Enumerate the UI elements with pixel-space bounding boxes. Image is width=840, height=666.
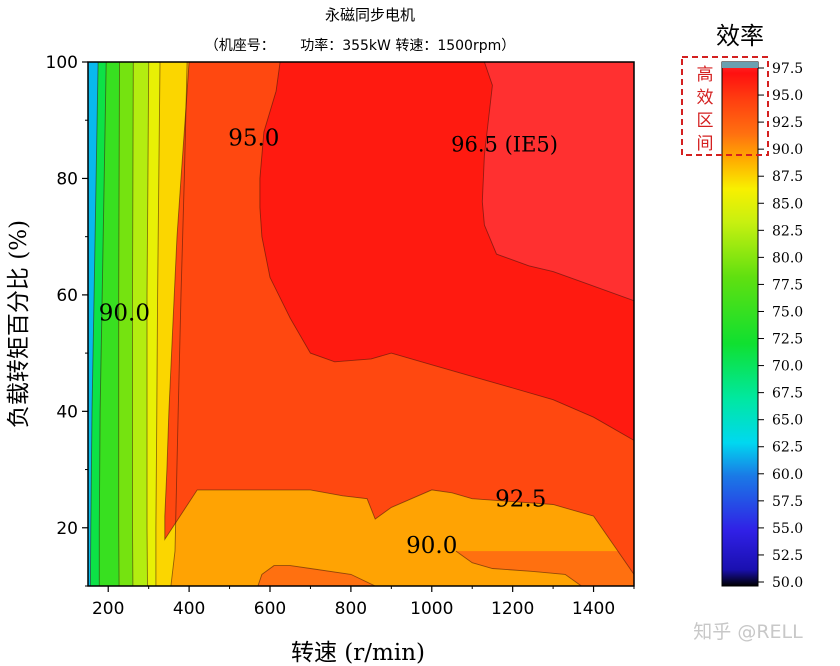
y-tick-label: 100 (46, 53, 78, 73)
contour-line (118, 62, 120, 586)
y-axis-label: 负载转矩百分比 (%) (6, 220, 32, 428)
x-tick-label: 200 (92, 599, 124, 619)
contour-label: 90.0 (99, 300, 150, 326)
contour-line (455, 550, 582, 586)
y-tick-label: 80 (56, 169, 78, 189)
x-tick-label: 1200 (491, 599, 534, 619)
contour-label: 96.5 (IE5) (451, 133, 558, 157)
colorbar-tick-label: 67.5 (772, 386, 803, 402)
colorbar-tick-label: 75.0 (772, 304, 803, 320)
y-tick-label: 20 (56, 519, 78, 539)
contour-line (132, 62, 134, 586)
colorbar-tick-label: 80.0 (772, 250, 803, 266)
colorbar-tick-label: 92.5 (772, 115, 803, 131)
contour-label: 95.0 (228, 126, 279, 152)
contour-line-layer (89, 62, 634, 586)
high-efficiency-char: 高 (697, 65, 714, 85)
y-tick-label: 40 (56, 402, 78, 422)
colorbar-tick-label: 50.0 (772, 575, 803, 591)
colorbar-top-band (722, 62, 758, 68)
contour-line (146, 62, 150, 586)
efficiency-band (257, 565, 376, 586)
colorbar-tick-label: 85.0 (772, 196, 803, 212)
x-tick-label: 1000 (410, 599, 453, 619)
colorbar-tick-label: 72.5 (772, 332, 803, 348)
chart-subtitle: （机座号： 功率：355kW 转速：1500rpm） (205, 37, 515, 54)
y-axis: 20 40 60 80 100 (46, 53, 88, 587)
contour-label: 90.0 (406, 533, 457, 559)
contour-line (257, 565, 376, 586)
contour-line (155, 62, 161, 586)
x-axis: 200 400 600 800 1000 1200 1400 (92, 586, 635, 619)
colorbar-tick-label: 70.0 (772, 359, 803, 375)
watermark: 知乎 @RELL (693, 621, 803, 643)
high-efficiency-char: 区 (697, 111, 714, 131)
contour-line (89, 62, 99, 586)
x-tick-label: 1400 (572, 599, 615, 619)
x-tick-label: 800 (335, 599, 367, 619)
contour-line (170, 62, 188, 586)
contour-line (259, 62, 634, 441)
high-efficiency-box (681, 56, 769, 156)
colorbar-gradient (721, 61, 759, 587)
colorbar-tick-label: 82.5 (772, 223, 803, 239)
colorbar-tick-label: 57.5 (772, 494, 803, 510)
colorbar-tick-label: 60.0 (772, 467, 803, 483)
colorbar-tick-label: 52.5 (772, 548, 803, 564)
high-efficiency-char: 效 (697, 88, 714, 108)
colorbar: 效率 97.5 95.0 92.5 90.0 87.5 85.0 82.5 80.0 77.5 7… (681, 22, 803, 591)
contour-line (164, 62, 634, 575)
colorbar-ticks: 97.5 95.0 92.5 90.0 87.5 85.0 82.5 80.0 77.5 75.0… (758, 61, 803, 591)
colorbar-tick-label: 55.0 (772, 521, 803, 537)
contour-line (481, 62, 634, 302)
colorbar-tick-label: 87.5 (772, 169, 803, 185)
x-tick-label: 400 (173, 599, 205, 619)
colorbar-title: 效率 (716, 22, 764, 50)
colorbar-tick-label: 77.5 (772, 277, 803, 293)
contour-fill-layer (88, 62, 634, 586)
efficiency-band (456, 551, 634, 586)
plot-frame (87, 61, 635, 587)
high-efficiency-char: 间 (697, 134, 714, 154)
plot-area: 95.0 96.5 (IE5) 90.0 92.5 90.0 (87, 61, 635, 587)
contour-line (98, 62, 107, 586)
colorbar-tick-label: 90.0 (772, 142, 803, 158)
contour-label-layer: 95.0 96.5 (IE5) 90.0 92.5 90.0 (99, 126, 558, 560)
contour-label: 92.5 (495, 487, 546, 513)
efficiency-band (482, 62, 634, 301)
colorbar-tick-label: 65.0 (772, 413, 803, 429)
chart-title: 永磁同步电机 (325, 6, 415, 24)
x-tick-label: 600 (254, 599, 286, 619)
y-tick-label: 60 (56, 286, 78, 306)
colorbar-tick-label: 97.5 (772, 61, 803, 77)
colorbar-tick-label: 62.5 (772, 440, 803, 456)
x-axis-label: 转速 (r/min) (291, 640, 425, 666)
colorbar-tick-label: 95.0 (772, 88, 803, 104)
